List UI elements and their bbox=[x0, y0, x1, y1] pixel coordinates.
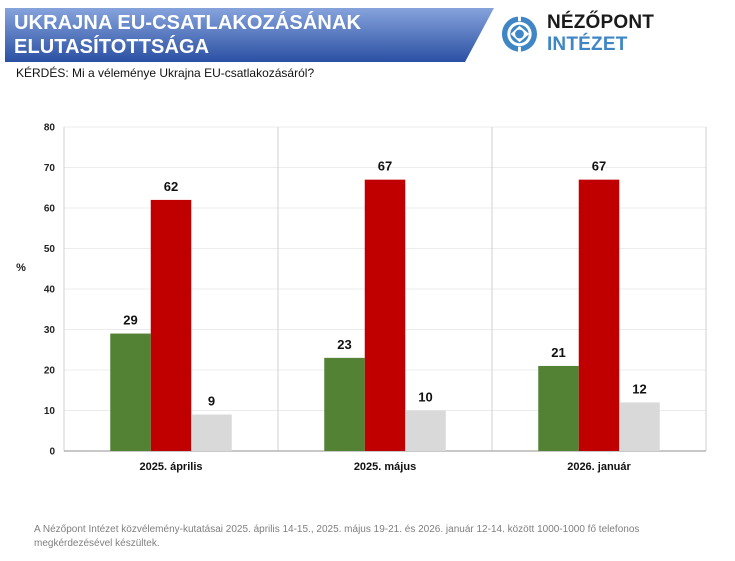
y-tick-label: 50 bbox=[44, 244, 56, 255]
data-label: 67 bbox=[592, 159, 606, 174]
data-label: 10 bbox=[418, 390, 432, 405]
y-tick-label: 10 bbox=[44, 406, 56, 417]
data-label: 21 bbox=[551, 345, 565, 360]
logo: NÉZŐPONT INTÉZET bbox=[500, 12, 735, 56]
page-title-line-1: UKRAJNA EU-CSATLAKOZÁSÁNAK bbox=[14, 12, 362, 34]
x-axis-ticks: 2025. április 2025. május 2026. január bbox=[140, 461, 632, 473]
y-tick-label: 40 bbox=[44, 285, 56, 296]
bar-series-1 bbox=[324, 357, 365, 451]
bar-series-2 bbox=[578, 179, 620, 451]
data-label: 29 bbox=[123, 313, 137, 328]
data-label: 67 bbox=[378, 159, 392, 174]
y-tick-label: 70 bbox=[44, 163, 56, 174]
page-title: UKRAJNA EU-CSATLAKOZÁSÁNAK ELUTASÍTOTTSÁ… bbox=[14, 11, 361, 59]
x-tick-label: 2026. január bbox=[567, 461, 631, 473]
footnote: A Nézőpont Intézet közvélemény-kutatásai… bbox=[34, 524, 640, 549]
bar-series-3 bbox=[405, 410, 446, 451]
x-tick-label: 2025. május bbox=[354, 461, 416, 473]
bar-series-2 bbox=[150, 199, 192, 451]
x-tick-label: 2025. április bbox=[140, 461, 203, 473]
y-axis-label: % bbox=[16, 262, 26, 274]
bar-series-2 bbox=[364, 179, 406, 451]
data-labels: 29 62 9 23 67 10 21 67 12 bbox=[123, 159, 646, 409]
data-label: 12 bbox=[632, 381, 646, 396]
bar-series-3 bbox=[619, 402, 660, 451]
y-tick-label: 30 bbox=[44, 325, 56, 336]
bar-chart: 0 10 20 30 40 50 60 70 80 % 29 62 9 23 67 10 21 67 12 20… bbox=[16, 123, 707, 473]
survey-question: KÉRDÉS: Mi a véleménye Ukrajna EU-csatla… bbox=[16, 66, 315, 80]
bar-series-1 bbox=[110, 333, 151, 451]
bar-series-3 bbox=[191, 414, 232, 451]
nezopont-logo-icon bbox=[501, 15, 537, 53]
page-title-line-2: ELUTASÍTOTTSÁGA bbox=[14, 36, 210, 58]
data-label: 23 bbox=[337, 337, 351, 352]
logo-name-part-1: NÉZŐPONT bbox=[546, 12, 655, 33]
title-banner: UKRAJNA EU-CSATLAKOZÁSÁNAK ELUTASÍTOTTSÁ… bbox=[5, 8, 494, 62]
y-tick-label: 60 bbox=[44, 204, 56, 215]
y-tick-label: 0 bbox=[49, 447, 55, 458]
y-axis-ticks: 0 10 20 30 40 50 60 70 80 bbox=[44, 123, 56, 458]
bar-series-1 bbox=[538, 365, 579, 451]
logo-text: NÉZŐPONT INTÉZET bbox=[547, 12, 735, 56]
title-banner-shape bbox=[5, 8, 494, 62]
y-tick-label: 20 bbox=[44, 366, 56, 377]
data-label: 62 bbox=[164, 179, 178, 194]
y-tick-label: 80 bbox=[44, 123, 56, 134]
logo-name-part-2: INTÉZET bbox=[546, 34, 628, 55]
data-label: 9 bbox=[208, 394, 215, 409]
bars bbox=[110, 179, 660, 451]
